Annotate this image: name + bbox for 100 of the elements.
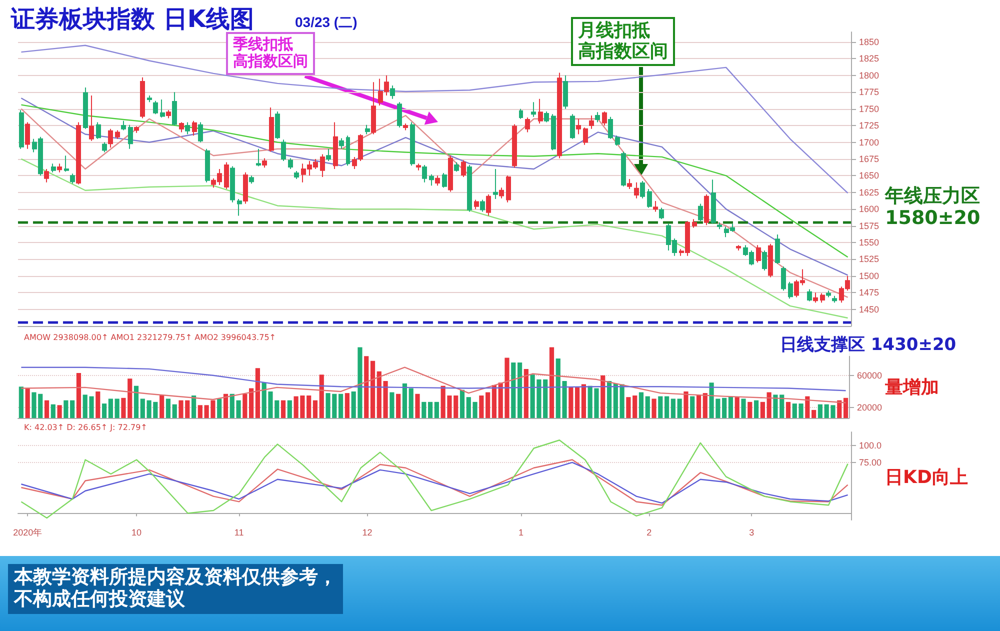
candlestick	[435, 175, 440, 186]
line-series	[20, 366, 846, 392]
candlestick	[410, 122, 415, 166]
chart-subtitle: 03/23 (二)	[295, 14, 358, 30]
y-tick-label: 75.00	[859, 457, 882, 468]
candlestick	[237, 198, 242, 216]
y-tick-label: 1450	[859, 304, 880, 314]
y-tick-label: 1525	[859, 254, 880, 264]
candlestick	[826, 290, 831, 298]
candlestick	[64, 155, 69, 172]
candlestick	[390, 84, 395, 100]
candlestick	[653, 200, 658, 212]
candlestick	[563, 74, 568, 110]
y-tick-label: 1500	[859, 270, 880, 281]
candlestick	[756, 244, 761, 264]
y-tick-label: 1700	[859, 137, 880, 148]
candlestick	[96, 122, 101, 140]
x-tick-label: 2020年	[13, 528, 42, 538]
candlestick	[25, 122, 30, 150]
candlestick	[627, 178, 632, 190]
annotation: 月线扣抵高指数区间	[578, 20, 668, 62]
candlestick	[480, 199, 485, 212]
y-tick-label: 1625	[859, 187, 880, 198]
candlestick	[102, 142, 107, 153]
annotation: K: 42.03↑ D: 26.65↑ J: 72.79↑	[24, 423, 148, 432]
candlestick	[519, 108, 523, 120]
candlestick	[512, 124, 517, 168]
candlestick	[281, 139, 286, 162]
y-tick-label: 100.0	[859, 440, 882, 451]
candlestick	[403, 123, 408, 131]
candlestick	[583, 127, 588, 146]
candlestick	[333, 122, 338, 170]
candlestick	[397, 102, 402, 128]
candlestick	[589, 115, 594, 130]
candlestick	[570, 114, 575, 140]
candlestick	[832, 295, 837, 304]
candlestick	[230, 166, 235, 203]
candlestick	[89, 94, 94, 142]
candlestick	[19, 110, 24, 150]
y-tick-label: 60000	[856, 370, 882, 380]
ref-line-label: 年线压力区 1580±20	[885, 185, 980, 230]
candlestick	[326, 148, 331, 162]
candlestick	[692, 218, 697, 228]
candlestick	[371, 82, 376, 135]
line-series	[20, 366, 846, 404]
candlestick	[192, 120, 197, 136]
x-tick-label: 1	[518, 528, 524, 538]
candlestick	[365, 124, 370, 135]
y-tick-label: 1550	[859, 237, 880, 248]
candlestick	[621, 151, 626, 187]
candlestick	[448, 155, 453, 192]
candlestick	[595, 112, 600, 123]
annotation: AMOW 2938098.00↑ AMO1 2321279.75↑ AMO2 3996043.75↑	[24, 333, 276, 342]
candlestick	[128, 124, 133, 150]
candlestick	[525, 117, 530, 133]
candlestick	[538, 98, 543, 124]
candlestick	[288, 158, 293, 170]
candlestick	[576, 118, 581, 135]
candlestick	[461, 160, 466, 178]
candlestick	[294, 170, 299, 180]
line-series	[20, 158, 848, 319]
candlestick	[256, 148, 261, 167]
candlestick	[185, 122, 190, 135]
candlestick	[608, 116, 613, 140]
candlestick	[57, 163, 62, 173]
candlestick	[44, 168, 49, 183]
ref-line-label: 日线支撑区 1430±20	[780, 335, 956, 356]
candlestick	[736, 244, 741, 251]
x-tick-label: 10	[132, 528, 142, 538]
y-tick-label: 1600	[859, 204, 880, 214]
candlestick	[531, 102, 536, 118]
candlestick	[83, 86, 88, 130]
candlestick	[454, 162, 459, 172]
candlestick	[422, 164, 427, 183]
candlestick	[140, 76, 145, 119]
candlestick	[416, 163, 421, 171]
candlestick	[711, 179, 716, 224]
candlestick	[467, 164, 472, 212]
candlestick	[153, 100, 158, 115]
candlestick	[647, 188, 652, 208]
candlestick	[179, 122, 184, 133]
candlestick	[249, 175, 254, 184]
candlestick	[781, 266, 786, 292]
candlestick	[615, 135, 620, 146]
candlestick	[486, 194, 491, 216]
candlestick	[115, 130, 120, 140]
line-series	[20, 108, 848, 298]
y-tick-label: 1650	[859, 170, 880, 181]
y-tick-label: 1725	[859, 120, 880, 131]
candlestick	[762, 250, 767, 272]
candlestick	[51, 163, 56, 173]
x-tick-label: 12	[362, 528, 372, 538]
candlestick	[551, 114, 556, 151]
y-tick-label: 1850	[859, 37, 880, 48]
candlestick	[70, 173, 75, 184]
candlestick	[659, 207, 664, 220]
candlestick	[807, 288, 812, 302]
y-tick-label: 1800	[859, 70, 880, 80]
candlestick	[243, 172, 248, 204]
candlestick	[442, 172, 447, 188]
